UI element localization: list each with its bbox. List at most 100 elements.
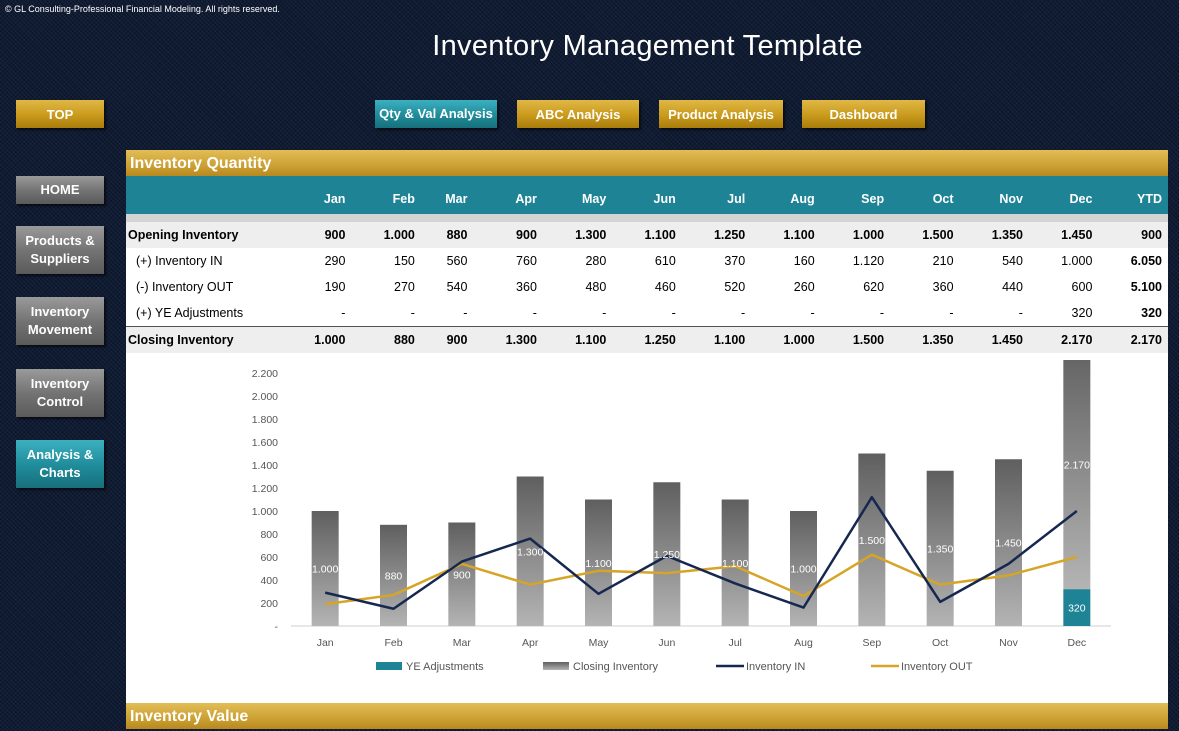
row-label: (-) Inventory OUT <box>136 280 234 294</box>
closing-inventory-data-label: 1.450 <box>995 538 1021 550</box>
table-cell: 880 <box>351 326 421 353</box>
column-header: Apr <box>473 176 543 214</box>
x-tick-label: Mar <box>453 637 472 649</box>
table-cell: 360 <box>932 280 954 294</box>
y-tick-label: 2.200 <box>252 368 278 380</box>
column-header: Nov <box>959 176 1029 214</box>
ytd-cell: 2.170 <box>1098 326 1168 353</box>
table-cell: 1.350 <box>959 222 1029 248</box>
closing-inventory-data-label: 1.250 <box>654 549 680 561</box>
closing-inventory-bar <box>858 453 886 626</box>
table-cell: 320 <box>1071 306 1093 320</box>
table-cell: - <box>671 306 676 320</box>
column-header: Sep <box>820 176 891 214</box>
table-cell: 260 <box>793 280 815 294</box>
legend-swatch <box>376 662 402 670</box>
table-cell: - <box>602 306 607 320</box>
y-tick-label: 1.400 <box>252 460 278 472</box>
table-cell: 1.350 <box>890 326 960 353</box>
closing-inventory-bar <box>311 511 339 626</box>
column-header <box>126 176 282 214</box>
ytd-cell: 5.100 <box>1130 280 1162 294</box>
x-tick-label: Aug <box>794 637 813 649</box>
table-cell: 1.100 <box>542 326 613 353</box>
y-tick-label: 400 <box>260 575 278 587</box>
closing-inventory-bar <box>721 499 749 626</box>
closing-inventory-data-label: 1.100 <box>722 558 748 570</box>
column-header: Feb <box>351 176 421 214</box>
copyright-text: © GL Consulting-Professional Financial M… <box>5 4 280 14</box>
y-tick-label: 600 <box>260 552 278 564</box>
table-cell: - <box>341 306 346 320</box>
row-label: Opening Inventory <box>126 222 282 248</box>
column-header: Oct <box>890 176 960 214</box>
sidebar-analysis-charts[interactable]: Analysis & Charts <box>16 440 104 488</box>
y-tick-label: 1.800 <box>252 414 278 426</box>
column-header: Dec <box>1028 176 1099 214</box>
sidebar-inventory-control[interactable]: Inventory Control <box>16 369 104 417</box>
y-tick-label: 800 <box>260 529 278 541</box>
table-cell: 600 <box>1071 280 1093 294</box>
table-cell: 1.000 <box>751 326 821 353</box>
table-cell: 1.000 <box>1061 254 1093 268</box>
top-button[interactable]: TOP <box>16 100 104 128</box>
closing-inventory-data-label: 1.500 <box>859 535 885 547</box>
table-cell: 150 <box>394 254 415 268</box>
table-cell: 1.000 <box>282 326 352 353</box>
closing-inventory-bar <box>653 482 681 626</box>
tab-product-analysis[interactable]: Product Analysis <box>659 100 783 128</box>
table-cell: 1.100 <box>681 326 752 353</box>
table-row: (-) Inventory OUT 190 270 540 360 480 460 520 26… <box>126 274 1168 300</box>
table-cell: 540 <box>1002 254 1023 268</box>
table-cell: 1.000 <box>820 222 891 248</box>
ye-adjustment-data-label: 320 <box>1068 603 1086 615</box>
table-cell: 560 <box>446 254 468 268</box>
tab-abc-analysis[interactable]: ABC Analysis <box>517 100 639 128</box>
table-cell: 370 <box>724 254 746 268</box>
table-cell: 1.250 <box>612 326 682 353</box>
x-tick-label: Oct <box>932 637 948 649</box>
page-title: Inventory Management Template <box>432 30 863 62</box>
y-tick-label: - <box>275 621 279 633</box>
closing-inventory-bar <box>448 522 476 626</box>
main-panel: Inventory Quantity Jan Feb Mar Apr May J… <box>126 150 1168 729</box>
table-cell: 1.450 <box>959 326 1029 353</box>
legend-label: Inventory IN <box>746 661 805 673</box>
closing-inventory-data-label: 1.350 <box>927 543 953 555</box>
x-tick-label: Nov <box>999 637 1018 649</box>
ytd-cell: 6.050 <box>1130 254 1162 268</box>
table-cell: 480 <box>585 280 607 294</box>
y-tick-label: 1.000 <box>252 506 278 518</box>
ytd-cell: 320 <box>1141 306 1162 320</box>
sidebar-products-suppliers[interactable]: Products & Suppliers <box>16 226 104 274</box>
column-header: Jul <box>681 176 752 214</box>
y-tick-label: 1.600 <box>252 437 278 449</box>
table-cell: 540 <box>446 280 468 294</box>
x-tick-label: Jun <box>658 637 675 649</box>
table-cell: 210 <box>932 254 954 268</box>
tab-dashboard[interactable]: Dashboard <box>802 100 925 128</box>
column-header: Mar <box>420 176 474 214</box>
table-cell: - <box>1018 306 1023 320</box>
sidebar-home[interactable]: HOME <box>16 176 104 204</box>
sidebar-inventory-movement[interactable]: Inventory Movement <box>16 297 104 345</box>
inventory-quantity-header: Inventory Quantity <box>126 150 1168 176</box>
legend-label: YE Adjustments <box>406 661 484 673</box>
table-cell: 520 <box>724 280 746 294</box>
ytd-cell: 900 <box>1098 222 1168 248</box>
inventory-value-header: Inventory Value <box>126 703 1168 729</box>
table-cell: 880 <box>420 222 474 248</box>
row-label: Closing Inventory <box>126 326 282 353</box>
table-cell: - <box>410 306 415 320</box>
x-tick-label: Apr <box>522 637 539 649</box>
closing-inventory-bar <box>516 476 544 626</box>
x-tick-label: Feb <box>384 637 402 649</box>
table-cell: 1.100 <box>751 222 821 248</box>
table-cell: 760 <box>516 254 537 268</box>
table-cell: 1.300 <box>473 326 543 353</box>
closing-inventory-data-label: 900 <box>453 569 471 581</box>
inventory-quantity-table: Jan Feb Mar Apr May Jun Jul Aug Sep Oct … <box>126 176 1168 353</box>
table-row: Opening Inventory 900 1.000 880 900 1.300 1.10… <box>126 222 1168 248</box>
table-cell: 1.120 <box>852 254 885 268</box>
tab-qty-val-analysis[interactable]: Qty & Val Analysis <box>375 100 497 128</box>
